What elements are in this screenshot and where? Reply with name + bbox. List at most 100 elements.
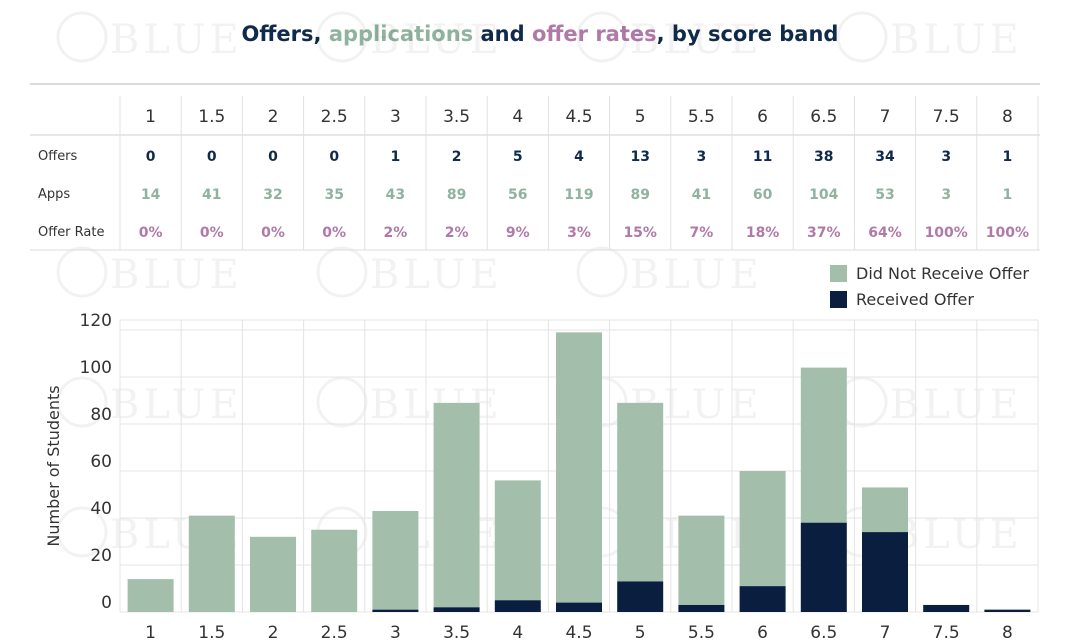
x-tick-label: 6 — [757, 623, 768, 643]
table-band-header: 5.5 — [688, 107, 715, 127]
table-band-header: 3 — [390, 107, 401, 127]
table-offers-cell: 1 — [391, 149, 401, 165]
table-offers-cell: 34 — [875, 149, 895, 165]
table-band-header: 2 — [268, 107, 279, 127]
table-offers-cell: 0 — [207, 149, 217, 165]
x-tick-label: 2.5 — [321, 623, 348, 643]
bar-did-not-receive-offer — [188, 515, 235, 612]
table-row-label: Offers — [38, 149, 78, 164]
bar-did-not-receive-offer — [862, 487, 908, 533]
bar-did-not-receive-offer — [739, 471, 786, 587]
title-offers: Offers, — [241, 22, 329, 46]
table-rate-cell: 9% — [506, 225, 530, 241]
watermark-seal — [316, 11, 368, 63]
bar-received-offer — [739, 586, 786, 612]
table-apps-cell: 1 — [1003, 187, 1013, 203]
y-tick-label: 100 — [80, 358, 112, 378]
table-rate-cell: 3% — [567, 225, 591, 241]
chart-legend: Did Not Receive Offer Received Offer — [830, 260, 1029, 312]
table-apps-cell: 89 — [447, 187, 466, 203]
table-offers-cell: 3 — [941, 149, 951, 165]
watermark-text: BLUE — [110, 252, 243, 298]
table-rate-cell: 37% — [807, 225, 841, 241]
bar-received-offer — [433, 607, 480, 612]
x-tick-label: 8 — [1002, 623, 1013, 643]
table-apps-cell: 35 — [324, 187, 343, 203]
bar-received-offer — [617, 581, 664, 612]
table-rate-cell: 100% — [986, 225, 1029, 241]
table-apps-cell: 89 — [630, 187, 649, 203]
bar-received-offer — [984, 609, 1031, 612]
table-rate-cell: 0% — [261, 225, 285, 241]
table-band-header: 7 — [880, 107, 891, 127]
table-apps-cell: 41 — [202, 187, 221, 203]
title-offer-rates: offer rates — [531, 22, 657, 46]
table-band-header: 1 — [145, 107, 156, 127]
legend-label-offer: Received Offer — [856, 289, 974, 309]
y-tick-label: 20 — [90, 546, 112, 566]
legend-item-no-offer: Did Not Receive Offer — [830, 260, 1029, 286]
table-row-label: Apps — [38, 187, 70, 202]
table-apps-cell: 104 — [809, 187, 838, 203]
watermark-seal — [56, 11, 108, 63]
table-rate-cell: 0% — [139, 225, 163, 241]
legend-swatch-no-offer — [830, 264, 847, 282]
watermark-text: BLUE — [890, 382, 1023, 428]
table-band-header: 2.5 — [321, 107, 348, 127]
watermark-text: BLUE — [630, 17, 763, 63]
bar-did-not-receive-offer — [617, 402, 664, 582]
x-tick-label: 3.5 — [443, 623, 470, 643]
bar-received-offer — [678, 604, 725, 612]
watermark-text: BLUE — [890, 512, 1023, 558]
bar-received-offer — [556, 602, 602, 612]
watermark-text: BLUE — [370, 17, 503, 63]
bar-did-not-receive-offer — [678, 515, 725, 605]
bar-received-offer — [923, 604, 970, 612]
bar-received-offer — [494, 600, 541, 612]
table-apps-cell: 43 — [386, 187, 405, 203]
table-rate-cell: 2% — [384, 225, 408, 241]
legend-label-no-offer: Did Not Receive Offer — [856, 263, 1029, 283]
bar-did-not-receive-offer — [250, 536, 296, 612]
y-tick-label: 0 — [101, 593, 112, 613]
watermark-seal — [316, 376, 368, 428]
table-band-header: 1.5 — [198, 107, 225, 127]
table-rate-cell: 0% — [322, 225, 346, 241]
table-offers-cell: 0 — [268, 149, 278, 165]
table-band-header: 8 — [1002, 107, 1013, 127]
table-apps-cell: 53 — [875, 187, 894, 203]
x-tick-label: 4.5 — [565, 623, 592, 643]
watermark-seal — [56, 246, 108, 298]
watermark-seal — [56, 376, 108, 428]
table-rate-cell: 100% — [925, 225, 968, 241]
table-rate-cell: 15% — [623, 225, 657, 241]
table-apps-cell: 119 — [564, 187, 593, 203]
title-and: and — [473, 22, 532, 46]
y-tick-label: 40 — [90, 499, 112, 519]
table-offers-cell: 4 — [574, 149, 584, 165]
x-tick-label: 1 — [145, 623, 156, 643]
bar-did-not-receive-offer — [433, 402, 480, 608]
bar-received-offer — [800, 522, 847, 612]
chart-axes: 0 20 40 60 80 100 120 Number of Students 1 1.5 2 2.… — [44, 311, 1013, 643]
x-tick-label: 1.5 — [198, 623, 225, 643]
x-tick-label: 4 — [512, 623, 523, 643]
table-rate-cell: 0% — [200, 225, 224, 241]
table-band-header: 6.5 — [810, 107, 837, 127]
bar-did-not-receive-offer — [127, 579, 174, 612]
table-rate-cell: 18% — [746, 225, 780, 241]
bar-received-offer — [862, 532, 908, 612]
table-rate-cell: 64% — [868, 225, 902, 241]
x-tick-label: 7 — [880, 623, 891, 643]
table-offers-cell: 0 — [146, 149, 156, 165]
table-offers-cell: 3 — [697, 149, 707, 165]
table-band-header: 4.5 — [565, 107, 592, 127]
y-axis-label: Number of Students — [44, 385, 63, 546]
bar-did-not-receive-offer — [372, 510, 419, 610]
bar-did-not-receive-offer — [311, 529, 358, 612]
table-offers-cell: 0 — [329, 149, 339, 165]
table-band-header: 5 — [635, 107, 646, 127]
table-offers-cell: 1 — [1003, 149, 1013, 165]
